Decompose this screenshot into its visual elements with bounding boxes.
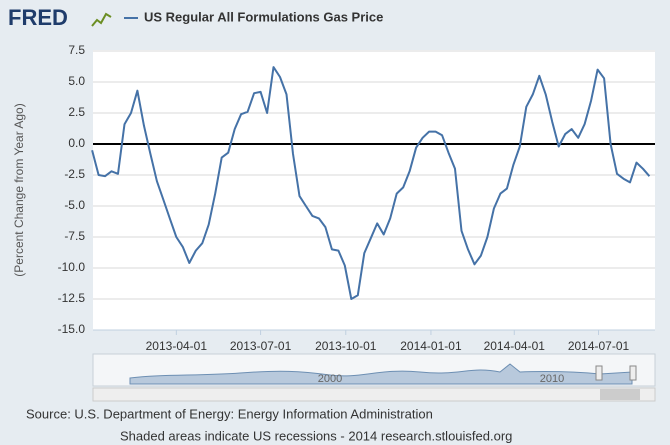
navigator-label: 2010 [540, 373, 564, 385]
navigator-label: 2000 [318, 373, 342, 385]
y-tick-label: -2.5 [64, 167, 85, 181]
plot-area [93, 50, 655, 330]
y-tick-label: -10.0 [58, 260, 86, 274]
note: Shaded areas indicate US recessions - 20… [120, 428, 512, 443]
y-tick-label: -15.0 [58, 322, 86, 336]
navigator-area [129, 363, 633, 385]
y-tick-label: 5.0 [68, 74, 85, 88]
y-tick-label: 0.0 [68, 136, 85, 150]
y-tick-label: 2.5 [68, 105, 85, 119]
navigator-handle[interactable] [629, 365, 637, 381]
navigator-handle[interactable] [595, 365, 603, 381]
brand-icon [91, 12, 112, 27]
x-tick-label: 2013-04-01 [146, 339, 208, 353]
legend-label: US Regular All Formulations Gas Price [144, 9, 383, 24]
series-line [91, 66, 651, 300]
x-tick-label: 2013-07-01 [230, 339, 292, 353]
scrollbar-thumb[interactable] [600, 389, 640, 400]
y-tick-label: -5.0 [64, 198, 85, 212]
y-tick-label: -7.5 [64, 229, 85, 243]
y-tick-label: -12.5 [58, 291, 86, 305]
scrollbar[interactable] [92, 387, 656, 402]
brand: FRED [8, 5, 68, 30]
x-tick-label: 2014-04-01 [484, 339, 546, 353]
source: Source: U.S. Department of Energy: Energ… [26, 406, 433, 421]
x-tick-label: 2014-07-01 [568, 339, 630, 353]
x-tick-label: 2014-01-01 [400, 339, 462, 353]
y-tick-label: 7.5 [68, 43, 85, 57]
y-axis-label: (Percent Change from Year Ago) [12, 103, 26, 276]
x-tick-label: 2013-10-01 [315, 339, 377, 353]
